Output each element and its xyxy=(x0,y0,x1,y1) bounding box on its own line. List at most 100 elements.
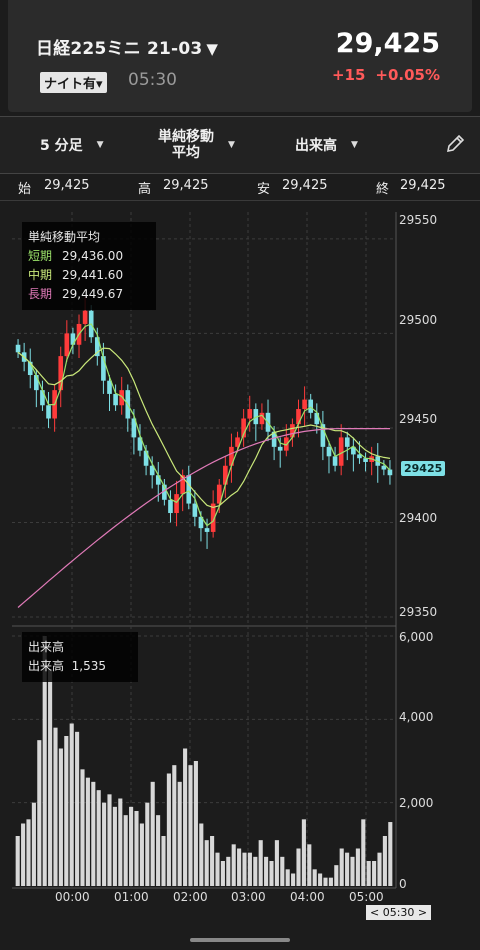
time-tick: 01:00 xyxy=(114,890,149,904)
volume-bar xyxy=(26,819,31,886)
period-selector[interactable]: 5 分足 ▼ xyxy=(40,117,104,173)
volume-label: 出来高 xyxy=(28,659,65,673)
volume-bar xyxy=(334,865,339,886)
ma-long-line xyxy=(17,428,390,608)
volume-tick: 2,000 xyxy=(399,796,434,810)
time-tick: 00:00 xyxy=(55,890,90,904)
volume-bar xyxy=(31,802,36,886)
candle-body xyxy=(363,458,368,462)
candle-body xyxy=(229,446,234,466)
candle-body xyxy=(40,390,45,406)
volume-bar xyxy=(69,723,74,886)
volume-bar xyxy=(188,765,193,886)
candle-body xyxy=(119,390,125,406)
volume-bar xyxy=(129,806,134,886)
candle-body xyxy=(46,405,51,419)
volume-bar xyxy=(274,840,279,886)
time-tick: 05:00 xyxy=(349,890,384,904)
current-time-tag[interactable]: < 05:30 > xyxy=(366,905,432,920)
indicator-label-line1: 単純移動 xyxy=(158,129,214,145)
candle-body xyxy=(271,431,277,447)
volume-bar xyxy=(183,748,188,886)
price-change: +15 +0.05% xyxy=(322,66,440,84)
indicator-caret-icon: ▼ xyxy=(228,140,235,150)
candle-body xyxy=(204,528,210,532)
volume-bar xyxy=(264,856,269,886)
volume-bar xyxy=(37,740,42,886)
sub-indicator-label: 出来高 xyxy=(295,138,337,154)
volume-bar xyxy=(156,815,161,886)
volume-bar xyxy=(355,848,360,886)
volume-bar xyxy=(112,806,117,886)
volume-bar xyxy=(280,856,285,886)
volume-bar xyxy=(48,669,53,886)
ma-mid-value: 29,441.60 xyxy=(62,268,124,282)
candle-body xyxy=(344,437,350,447)
candle-body xyxy=(308,399,314,413)
volume-bar xyxy=(172,765,177,886)
volume-bar xyxy=(242,852,247,886)
volume-bar xyxy=(372,861,377,886)
volume-bar xyxy=(102,802,107,886)
ma-long-value: 29,449.67 xyxy=(62,287,124,301)
moving-average-lines xyxy=(17,323,391,608)
price-tick: 29550 xyxy=(399,213,438,227)
volume-bar xyxy=(366,861,371,886)
ma-short-label: 短期 xyxy=(28,249,53,263)
period-label: 5 分足 xyxy=(40,138,83,154)
time-tick: 03:00 xyxy=(231,890,266,904)
home-indicator[interactable] xyxy=(190,938,290,942)
volume-bar xyxy=(75,731,80,886)
pencil-icon[interactable] xyxy=(444,133,466,155)
candle-body xyxy=(137,437,143,451)
volume-bar xyxy=(42,636,47,886)
volume-bar xyxy=(318,873,323,886)
quote-time: 05:30 xyxy=(128,70,177,90)
volume-bar xyxy=(339,848,344,886)
candle-body xyxy=(198,516,204,529)
candle-body xyxy=(210,503,216,532)
volume-bar xyxy=(21,823,26,886)
candle-body xyxy=(192,503,198,517)
volume-bar xyxy=(134,811,139,886)
low-label: 安 xyxy=(257,182,271,197)
indicator-selector[interactable]: 単純移動 平均 ▼ xyxy=(158,117,235,173)
volume-bar xyxy=(123,815,128,886)
candle-body xyxy=(27,361,33,376)
volume-bar xyxy=(199,823,204,886)
open-value: 29,425 xyxy=(44,178,90,193)
volume-bar xyxy=(215,852,220,886)
volume-bar xyxy=(377,852,382,886)
close-label: 終 xyxy=(376,182,390,197)
volume-bar xyxy=(107,794,112,886)
price-tick: 29500 xyxy=(399,313,438,327)
ma-mid-label: 中期 xyxy=(28,268,53,282)
badge-caret-icon: ▾ xyxy=(96,77,103,92)
volume-legend: 出来高 出来高 1,535 xyxy=(22,632,138,682)
volume-bar xyxy=(166,773,171,886)
candle-body xyxy=(64,333,70,357)
price-chart[interactable] xyxy=(0,205,480,905)
night-session-badge[interactable]: ナイト有▾ xyxy=(40,72,107,93)
sub-indicator-selector[interactable]: 出来高 ▼ xyxy=(295,117,358,173)
candle-body xyxy=(70,333,76,345)
period-caret-icon: ▼ xyxy=(96,140,104,150)
candle-body xyxy=(296,409,301,425)
moving-average-legend: 単純移動平均 短期 29,436.00 中期 29,441.60 長期 29,449.… xyxy=(22,222,156,310)
volume-bar xyxy=(253,856,258,886)
candle-body xyxy=(15,344,21,353)
volume-tick: 6,000 xyxy=(399,630,434,644)
candle-body xyxy=(174,494,179,514)
volume-bar xyxy=(285,869,290,886)
volume-bar xyxy=(193,761,198,886)
volume-bar xyxy=(80,769,85,886)
volume-bar xyxy=(85,777,90,886)
candle-body xyxy=(338,437,344,466)
volume-bar xyxy=(150,781,155,886)
candle-body xyxy=(351,446,356,455)
candle-body xyxy=(94,337,100,357)
candle-body xyxy=(320,424,326,447)
volume-bar xyxy=(58,748,63,886)
instrument-selector[interactable]: 日経225ミニ 21-03 ▼ xyxy=(36,34,218,59)
volume-bar xyxy=(291,873,296,886)
